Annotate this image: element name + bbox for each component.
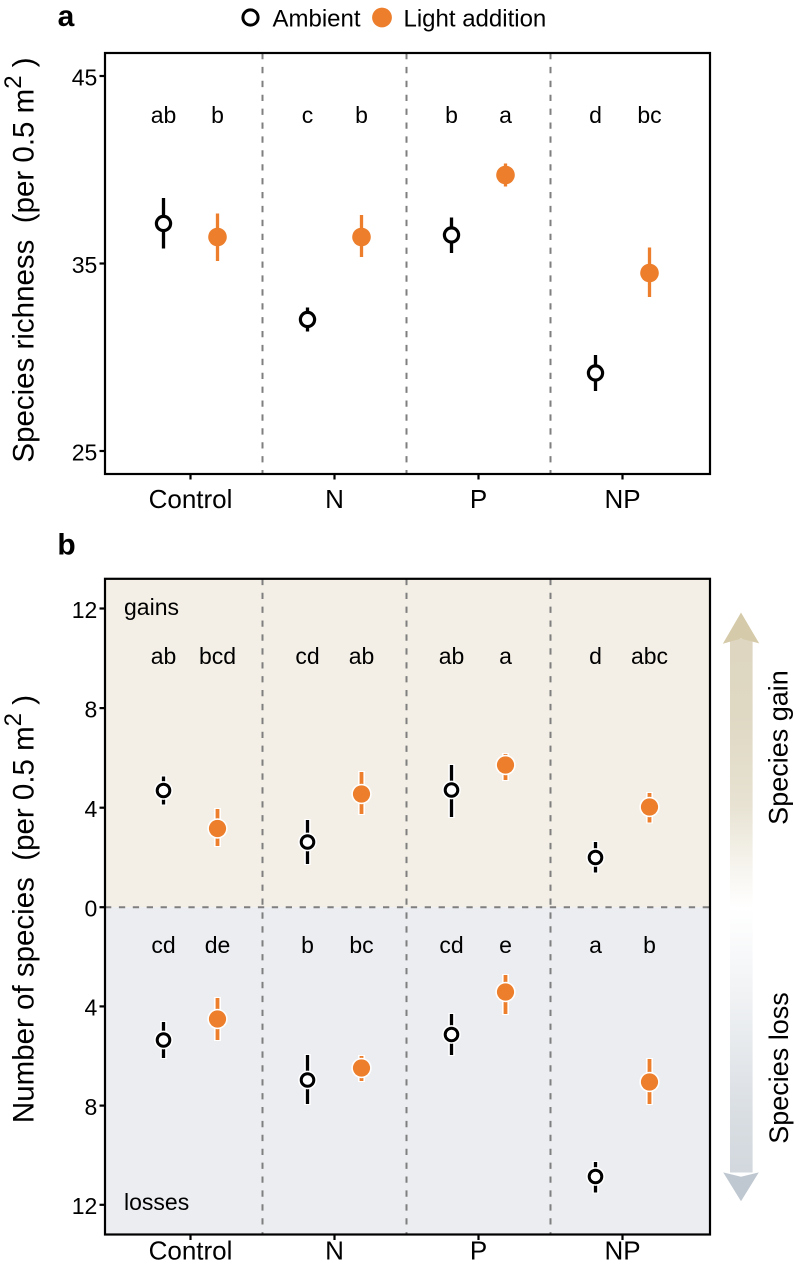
svg-text:Control: Control	[149, 1236, 233, 1266]
svg-text:gains: gains	[124, 594, 179, 620]
svg-text:Species loss: Species loss	[764, 992, 794, 1144]
svg-text:Number of species (per 0.5 m2: Number of species (per 0.5 m2 )	[0, 695, 41, 1123]
svg-text:ab: ab	[439, 643, 465, 669]
svg-text:NP: NP	[604, 484, 640, 514]
svg-text:b: b	[643, 932, 656, 958]
svg-text:bcd: bcd	[199, 643, 236, 669]
svg-text:a: a	[499, 643, 512, 669]
svg-text:e: e	[499, 932, 512, 958]
svg-text:a: a	[499, 102, 512, 128]
svg-text:Species richness (per 0.5 m2: Species richness (per 0.5 m2 )	[0, 57, 41, 462]
svg-text:b: b	[445, 102, 458, 128]
svg-text:35: 35	[72, 252, 98, 278]
svg-text:b: b	[301, 932, 314, 958]
svg-text:Light addition: Light addition	[404, 6, 547, 33]
svg-text:cd: cd	[151, 932, 175, 958]
svg-text:a: a	[589, 932, 602, 958]
svg-text:8: 8	[85, 696, 98, 722]
svg-text:N: N	[325, 484, 344, 514]
svg-text:d: d	[589, 102, 602, 128]
svg-text:bc: bc	[637, 102, 661, 128]
svg-text:b: b	[355, 102, 368, 128]
svg-text:ab: ab	[151, 643, 177, 669]
svg-text:Species gain: Species gain	[764, 670, 794, 825]
svg-text:abc: abc	[631, 643, 668, 669]
svg-text:P: P	[470, 1236, 487, 1266]
svg-text:cd: cd	[295, 643, 319, 669]
svg-text:4: 4	[85, 796, 98, 822]
svg-text:ab: ab	[349, 643, 375, 669]
svg-text:P: P	[470, 484, 487, 514]
svg-text:12: 12	[72, 597, 98, 623]
svg-text:NP: NP	[604, 1236, 640, 1266]
svg-text:bc: bc	[349, 932, 373, 958]
svg-text:b: b	[211, 102, 224, 128]
svg-text:4: 4	[85, 995, 98, 1021]
svg-text:25: 25	[72, 439, 98, 465]
svg-text:45: 45	[72, 64, 98, 90]
svg-text:b: b	[57, 529, 75, 562]
svg-text:d: d	[589, 643, 602, 669]
svg-text:Ambient: Ambient	[273, 6, 361, 33]
svg-text:12: 12	[72, 1193, 98, 1219]
svg-text:cd: cd	[439, 932, 463, 958]
svg-text:a: a	[58, 0, 75, 33]
svg-text:N: N	[325, 1236, 344, 1266]
svg-text:de: de	[205, 932, 231, 958]
svg-text:losses: losses	[124, 1189, 189, 1215]
svg-text:8: 8	[85, 1094, 98, 1120]
svg-text:Control: Control	[149, 484, 233, 514]
svg-text:0: 0	[85, 896, 98, 922]
svg-text:ab: ab	[151, 102, 177, 128]
svg-text:c: c	[302, 102, 314, 128]
